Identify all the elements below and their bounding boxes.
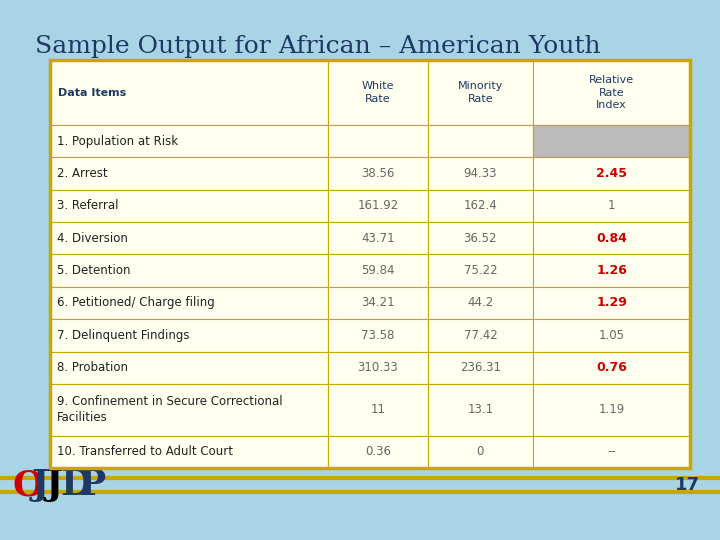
Bar xyxy=(534,190,690,222)
Text: 43.71: 43.71 xyxy=(361,232,395,245)
Text: O: O xyxy=(12,468,43,502)
Text: 44.2: 44.2 xyxy=(467,296,493,309)
Text: 1.26: 1.26 xyxy=(596,264,627,277)
Text: 162.4: 162.4 xyxy=(464,199,498,212)
Text: P: P xyxy=(78,468,105,502)
Bar xyxy=(428,352,534,384)
Bar xyxy=(534,287,690,319)
Bar xyxy=(428,125,534,157)
Text: J: J xyxy=(46,468,63,502)
Bar xyxy=(428,222,534,254)
Text: J: J xyxy=(32,468,49,502)
Text: 1.19: 1.19 xyxy=(598,403,625,416)
Text: 75.22: 75.22 xyxy=(464,264,498,277)
Text: Sample Output for African – American Youth: Sample Output for African – American You… xyxy=(35,35,600,58)
Text: 310.33: 310.33 xyxy=(358,361,398,374)
Bar xyxy=(428,384,534,436)
Text: 1. Population at Risk: 1. Population at Risk xyxy=(57,134,178,147)
Bar xyxy=(50,384,328,436)
Bar xyxy=(328,436,428,468)
Text: 2. Arrest: 2. Arrest xyxy=(57,167,107,180)
Text: 5. Detention: 5. Detention xyxy=(57,264,130,277)
Bar xyxy=(428,60,534,125)
Text: 77.42: 77.42 xyxy=(464,329,498,342)
Bar xyxy=(534,125,690,157)
Bar xyxy=(428,254,534,287)
Bar xyxy=(328,222,428,254)
Bar xyxy=(328,254,428,287)
Bar xyxy=(50,436,328,468)
Text: 7. Delinquent Findings: 7. Delinquent Findings xyxy=(57,329,189,342)
Bar xyxy=(50,352,328,384)
Text: 8. Probation: 8. Probation xyxy=(57,361,128,374)
Text: 59.84: 59.84 xyxy=(361,264,395,277)
Text: 13.1: 13.1 xyxy=(467,403,493,416)
Bar xyxy=(428,319,534,352)
Bar xyxy=(50,157,328,190)
Bar xyxy=(50,222,328,254)
Bar xyxy=(534,60,690,125)
Text: 36.52: 36.52 xyxy=(464,232,497,245)
Bar xyxy=(328,352,428,384)
Text: --: -- xyxy=(607,446,616,458)
Bar xyxy=(534,384,690,436)
Text: 0.36: 0.36 xyxy=(365,446,391,458)
Text: Minority
Rate: Minority Rate xyxy=(458,82,503,104)
Bar xyxy=(50,254,328,287)
Bar xyxy=(50,319,328,352)
Text: D: D xyxy=(60,468,91,502)
Bar xyxy=(50,60,328,125)
Text: White
Rate: White Rate xyxy=(361,82,395,104)
Text: 2.45: 2.45 xyxy=(596,167,627,180)
Bar xyxy=(328,125,428,157)
Bar xyxy=(50,60,690,468)
Text: Data Items: Data Items xyxy=(58,87,126,98)
Bar xyxy=(534,157,690,190)
Text: 1.29: 1.29 xyxy=(596,296,627,309)
Bar xyxy=(328,319,428,352)
Bar xyxy=(534,352,690,384)
Text: 4. Diversion: 4. Diversion xyxy=(57,232,128,245)
Bar xyxy=(50,125,328,157)
Text: 236.31: 236.31 xyxy=(460,361,501,374)
Text: 9. Confinement in Secure Correctional
Facilities: 9. Confinement in Secure Correctional Fa… xyxy=(57,395,283,424)
Bar xyxy=(534,254,690,287)
Bar xyxy=(328,60,428,125)
Bar xyxy=(428,157,534,190)
Text: 161.92: 161.92 xyxy=(357,199,399,212)
Text: 0.84: 0.84 xyxy=(596,232,627,245)
Text: 94.33: 94.33 xyxy=(464,167,497,180)
Text: 1.05: 1.05 xyxy=(598,329,624,342)
Text: 17: 17 xyxy=(675,476,700,494)
Bar xyxy=(50,190,328,222)
Text: 38.56: 38.56 xyxy=(361,167,395,180)
Bar xyxy=(428,190,534,222)
Text: 3. Referral: 3. Referral xyxy=(57,199,119,212)
Text: Relative
Rate
Index: Relative Rate Index xyxy=(589,75,634,110)
Bar xyxy=(328,287,428,319)
Bar xyxy=(328,384,428,436)
Text: 34.21: 34.21 xyxy=(361,296,395,309)
Bar xyxy=(534,436,690,468)
Bar xyxy=(534,319,690,352)
Text: 0: 0 xyxy=(477,446,484,458)
Bar xyxy=(328,190,428,222)
Text: 11: 11 xyxy=(371,403,385,416)
Bar xyxy=(428,436,534,468)
Text: 1: 1 xyxy=(608,199,616,212)
Text: 0.76: 0.76 xyxy=(596,361,627,374)
Bar xyxy=(328,157,428,190)
Bar xyxy=(50,287,328,319)
Text: 73.58: 73.58 xyxy=(361,329,395,342)
Bar xyxy=(534,222,690,254)
Bar xyxy=(428,287,534,319)
Text: 6. Petitioned/ Charge filing: 6. Petitioned/ Charge filing xyxy=(57,296,215,309)
Text: 10. Transferred to Adult Court: 10. Transferred to Adult Court xyxy=(57,446,233,458)
